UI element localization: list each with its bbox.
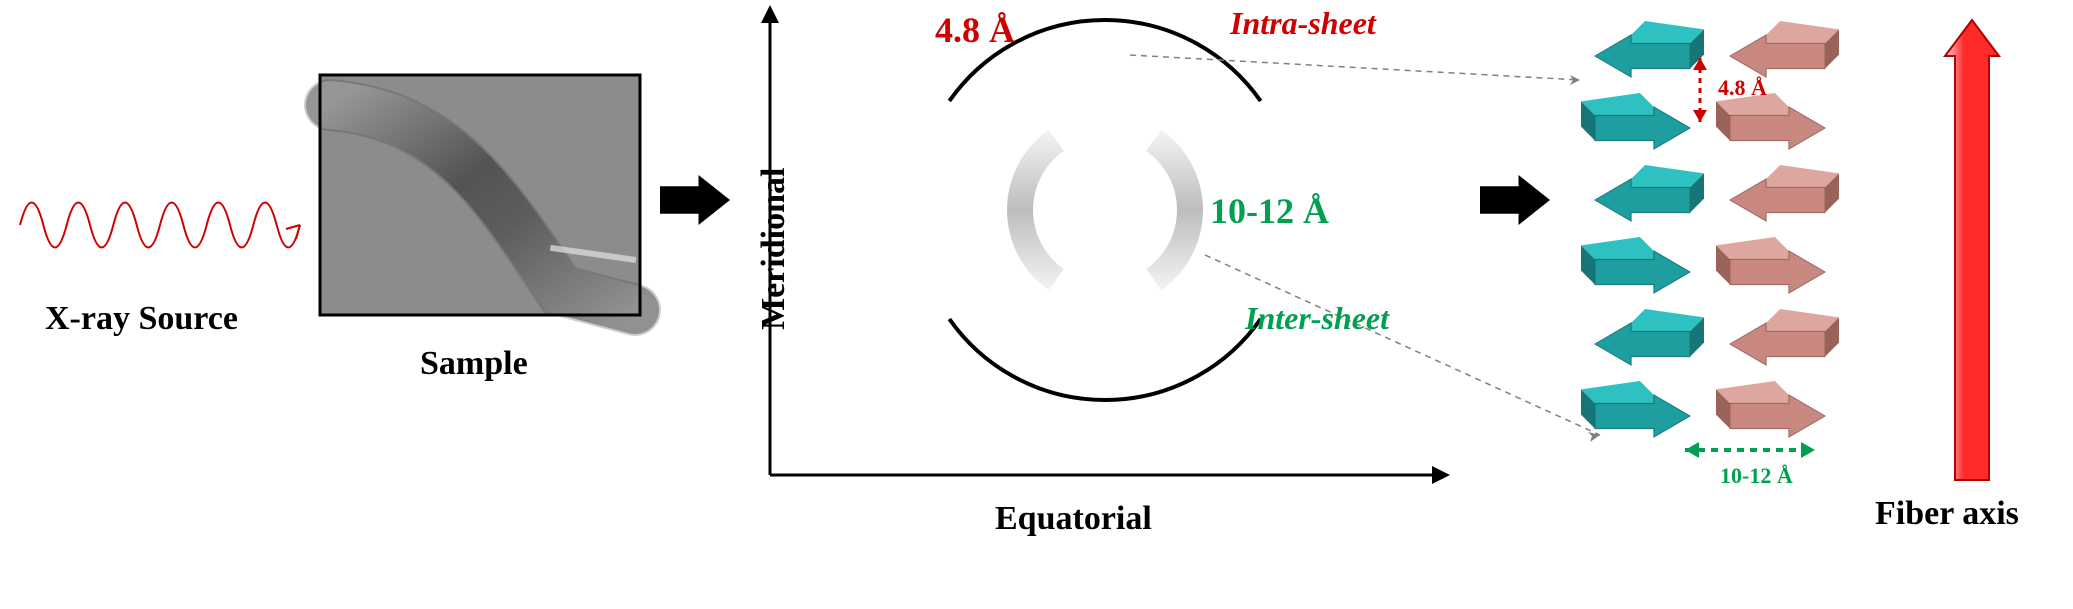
inter-marker-value: 10-12 Å (1720, 463, 1793, 489)
sample-image (320, 75, 640, 315)
xray-label: X-ray Source (45, 300, 238, 338)
intra-marker-down (1693, 110, 1707, 122)
inter-sheet-label: Inter-sheet (1245, 300, 1389, 337)
x-axis-arrowhead (1432, 466, 1450, 484)
fiber-axis-arrow (1945, 20, 1999, 480)
flow-arrow-2 (1480, 175, 1550, 225)
sheet-left-4 (1595, 309, 1704, 365)
inter-marker-right (1801, 442, 1815, 458)
intra-sheet-label: Intra-sheet (1230, 5, 1376, 42)
inner-arc-left (1007, 130, 1064, 291)
xray-wave (20, 203, 300, 248)
sheet-left-2 (1595, 165, 1704, 221)
inter-marker-left (1685, 442, 1699, 458)
xray-wave-arrowhead (286, 225, 300, 239)
intra-marker-value: 4.8 Å (1718, 75, 1767, 101)
sheet-right-0 (1730, 21, 1839, 77)
diagram-root: X-ray Source Sample Meridional Equatoria… (0, 0, 2073, 609)
sheet-right-4 (1730, 309, 1839, 365)
sheet-left-3 (1581, 237, 1690, 293)
outer-arc-bottom (949, 319, 1260, 400)
sample-label: Sample (420, 345, 528, 383)
equatorial-value: 10-12 Å (1210, 190, 1329, 232)
sheet-right-3 (1716, 237, 1825, 293)
sheet-right-5 (1716, 381, 1825, 437)
sheet-right-1 (1716, 93, 1825, 149)
axis-y-label: Meridional (755, 168, 793, 330)
axis-x-label: Equatorial (995, 500, 1152, 538)
fiber-axis-label: Fiber axis (1875, 495, 2019, 533)
sheet-left-0 (1595, 21, 1704, 77)
sheet-left-5 (1581, 381, 1690, 437)
meridional-value: 4.8 Å (935, 9, 1015, 51)
sheet-left-1 (1581, 93, 1690, 149)
flow-arrow-1 (660, 175, 730, 225)
intra-leader (1130, 55, 1580, 80)
inner-arc-right (1146, 130, 1203, 291)
inter-leader (1205, 255, 1600, 435)
sheet-right-2 (1730, 165, 1839, 221)
y-axis-arrowhead (761, 5, 779, 23)
